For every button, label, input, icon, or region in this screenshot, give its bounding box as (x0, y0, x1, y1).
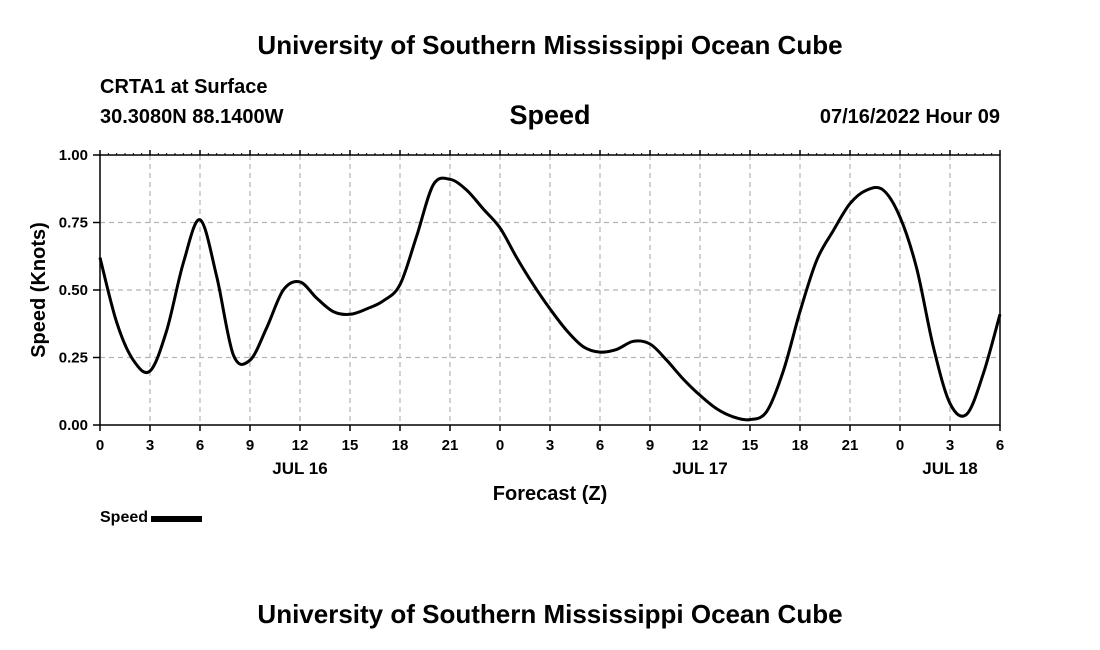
data-point (382, 300, 384, 302)
data-point (849, 203, 851, 205)
data-point (182, 262, 184, 264)
data-point (682, 378, 684, 380)
data-point (166, 329, 168, 332)
data-point (566, 329, 568, 332)
data-point (916, 267, 918, 269)
data-point (999, 313, 1001, 315)
x-tick-label: 12 (292, 437, 309, 454)
data-point (516, 257, 518, 259)
data-point (532, 284, 534, 286)
x-tick-label: 9 (246, 437, 254, 454)
grid-lines (100, 155, 1000, 425)
y-axis-title: Speed (Knots) (28, 222, 50, 358)
x-tick-label: 21 (442, 437, 459, 454)
data-point (416, 235, 418, 237)
data-point (449, 178, 451, 180)
data-point (616, 348, 618, 350)
axis-labels: 0 3 6 9 12 15 18 21 0 3 6 9 12 15 18 21 0 3 6 0.00 0.25 0.50 0… (59, 147, 1004, 478)
x-axis-title: Forecast (Z) (493, 483, 607, 505)
data-point (699, 394, 701, 396)
data-point (632, 340, 634, 342)
x-tick-label: 6 (596, 437, 604, 454)
legend-label: Speed (100, 509, 149, 526)
y-tick-label: 0.50 (59, 282, 88, 299)
x-tick-label: 18 (392, 437, 409, 454)
x-tick-label: 6 (196, 437, 204, 454)
x-tick-label: 3 (546, 437, 554, 454)
data-point (882, 189, 884, 191)
x-tick-label: 15 (342, 437, 359, 454)
x-tick-label: 3 (146, 437, 154, 454)
datetime-label: 07/16/2022 Hour 09 (819, 106, 1000, 128)
data-point (499, 227, 501, 229)
data-point (716, 408, 718, 410)
page-title: University of Southern Mississippi Ocean… (257, 30, 843, 60)
data-point (732, 416, 734, 418)
date-label: JUL 16 (272, 459, 327, 478)
data-point (982, 373, 984, 375)
data-point (549, 308, 551, 310)
data-point (749, 419, 751, 421)
data-point (466, 189, 468, 191)
data-point (249, 359, 251, 361)
x-tick-label: 9 (646, 437, 654, 454)
data-point (349, 313, 351, 315)
data-point (216, 275, 218, 278)
footer-title: University of Southern Mississippi Ocean… (257, 599, 843, 629)
legend: Speed (100, 509, 203, 527)
data-point (766, 410, 768, 413)
data-point (282, 289, 284, 291)
data-point (99, 257, 101, 259)
data-point (649, 343, 651, 345)
data-point (266, 327, 268, 329)
date-label: JUL 17 (672, 459, 727, 478)
y-tick-label: 0.75 (59, 215, 88, 232)
data-point (816, 259, 818, 261)
coordinates-label: 30.3080N 88.1400W (100, 106, 284, 128)
data-point (482, 208, 484, 210)
data-point (966, 413, 968, 415)
x-tick-label: 0 (496, 437, 504, 454)
data-point (666, 359, 668, 361)
date-label: JUL 18 (922, 459, 977, 478)
data-point (432, 184, 434, 186)
data-point (366, 308, 368, 310)
data-point (299, 281, 301, 283)
x-tick-label: 0 (896, 437, 904, 454)
axis-ticks (93, 150, 1001, 431)
y-tick-label: 0.25 (59, 350, 88, 367)
data-point (316, 297, 318, 299)
data-point (232, 354, 234, 356)
x-tick-label: 12 (692, 437, 709, 454)
data-point (782, 370, 784, 372)
x-tick-label: 6 (996, 437, 1004, 454)
x-tick-label: 0 (96, 437, 104, 454)
data-point (949, 402, 951, 404)
data-point (799, 311, 801, 313)
data-point (399, 284, 401, 286)
y-tick-label: 0.00 (59, 417, 88, 434)
data-point (899, 216, 901, 218)
data-point (332, 311, 334, 313)
data-point (832, 230, 834, 232)
x-tick-label: 3 (946, 437, 954, 454)
data-point (199, 219, 201, 221)
x-tick-label: 15 (742, 437, 759, 454)
data-point (149, 370, 151, 372)
data-point (582, 346, 584, 348)
data-point (599, 351, 601, 353)
x-tick-label: 21 (842, 437, 859, 454)
data-point (932, 346, 934, 348)
data-point (132, 359, 134, 361)
series-layer (98, 176, 1002, 422)
station-label: CRTA1 at Surface (100, 76, 268, 98)
y-tick-label: 1.00 (59, 147, 88, 164)
chart-title: Speed (509, 100, 591, 130)
data-point (866, 189, 868, 191)
legend-line-swatch (151, 516, 203, 522)
x-tick-label: 18 (792, 437, 809, 454)
data-point (116, 321, 118, 323)
